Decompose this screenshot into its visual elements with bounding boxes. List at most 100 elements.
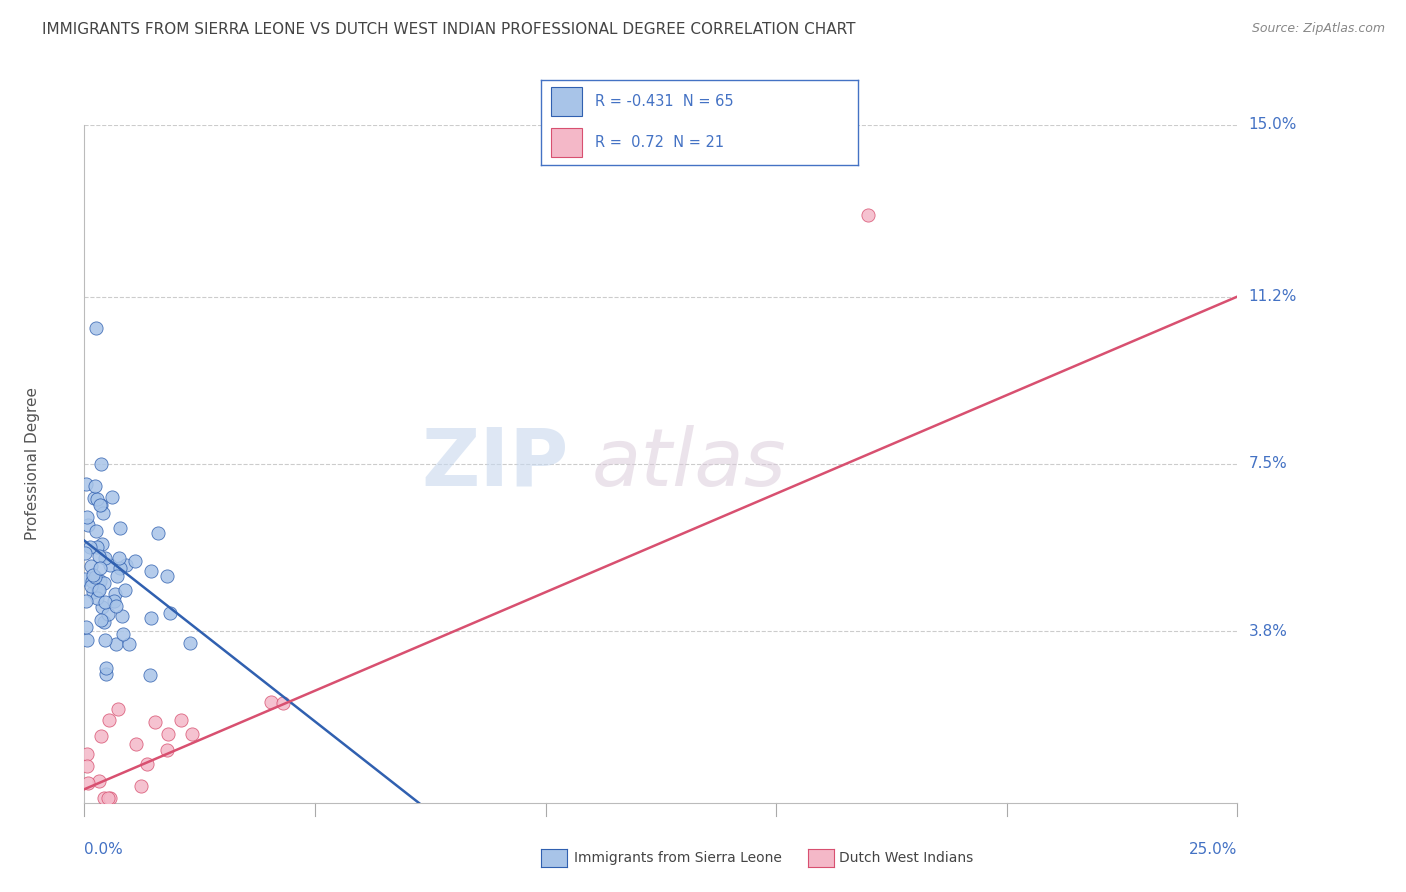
Point: [118, 637, 141, 651]
Point: [75, 572, 97, 586]
Point: [273, 696, 295, 710]
Point: [75, 546, 97, 560]
Point: [76, 509, 98, 524]
Point: [90, 613, 112, 627]
Point: [97, 713, 120, 727]
Point: [104, 587, 127, 601]
Point: [82, 568, 104, 582]
Text: 3.8%: 3.8%: [1249, 624, 1288, 639]
Point: [87, 549, 110, 564]
Point: [103, 594, 125, 608]
Point: [94, 633, 117, 648]
Point: [89, 498, 111, 512]
Point: [80, 574, 103, 589]
Text: 0.0%: 0.0%: [84, 842, 124, 856]
Point: [124, 554, 146, 568]
Point: [75, 477, 97, 491]
Point: [89, 774, 111, 789]
Point: [139, 668, 162, 682]
Point: [90, 599, 112, 614]
Text: ZIP: ZIP: [422, 425, 568, 503]
Point: [104, 637, 127, 651]
Text: 25.0%: 25.0%: [1189, 842, 1237, 856]
Text: 15.0%: 15.0%: [1249, 118, 1296, 132]
Point: [76, 759, 98, 773]
Point: [181, 726, 204, 740]
Point: [139, 610, 162, 624]
Point: [156, 727, 179, 741]
Text: R =  0.72  N = 21: R = 0.72 N = 21: [595, 135, 724, 150]
Point: [159, 606, 181, 620]
Point: [97, 791, 120, 805]
Point: [89, 574, 111, 588]
Bar: [551, 128, 582, 157]
Text: Professional Degree: Professional Degree: [25, 387, 39, 541]
Point: [114, 583, 136, 598]
Point: [107, 702, 129, 716]
Point: [169, 713, 191, 727]
Point: [86, 491, 108, 506]
Point: [91, 537, 114, 551]
Text: Dutch West Indians: Dutch West Indians: [839, 851, 973, 865]
Point: [107, 551, 129, 566]
Point: [108, 561, 131, 575]
Point: [156, 743, 179, 757]
Point: [139, 564, 162, 578]
Point: [90, 729, 112, 743]
Text: 11.2%: 11.2%: [1249, 289, 1296, 304]
Point: [93, 615, 115, 630]
Point: [111, 627, 134, 641]
Text: Immigrants from Sierra Leone: Immigrants from Sierra Leone: [574, 851, 782, 865]
Text: atlas: atlas: [592, 425, 786, 503]
Point: [136, 757, 159, 772]
Point: [105, 569, 128, 583]
Point: [101, 491, 124, 505]
Point: [77, 518, 100, 533]
Text: 7.5%: 7.5%: [1249, 457, 1286, 471]
Point: [156, 569, 179, 583]
Point: [93, 791, 115, 805]
Point: [89, 561, 111, 575]
Point: [86, 582, 108, 597]
Point: [76, 633, 98, 648]
Point: [83, 570, 105, 584]
Point: [148, 526, 170, 541]
Point: [82, 584, 104, 599]
Point: [90, 458, 112, 472]
Point: [94, 667, 117, 681]
Point: [143, 714, 166, 729]
Point: [75, 594, 97, 608]
Point: [84, 321, 107, 335]
Point: [91, 507, 114, 521]
Point: [89, 583, 111, 598]
Text: Source: ZipAtlas.com: Source: ZipAtlas.com: [1251, 22, 1385, 36]
Point: [80, 579, 103, 593]
Point: [76, 776, 98, 790]
Point: [94, 551, 117, 566]
Point: [97, 607, 120, 621]
Point: [90, 498, 112, 512]
Point: [260, 695, 283, 709]
Text: IMMIGRANTS FROM SIERRA LEONE VS DUTCH WEST INDIAN PROFESSIONAL DEGREE CORRELATIO: IMMIGRANTS FROM SIERRA LEONE VS DUTCH WE…: [42, 22, 856, 37]
Point: [96, 661, 118, 675]
Point: [111, 609, 134, 624]
Point: [79, 540, 101, 554]
Point: [75, 620, 97, 634]
Point: [125, 738, 148, 752]
Point: [115, 558, 138, 573]
Text: R = -0.431  N = 65: R = -0.431 N = 65: [595, 94, 734, 109]
Point: [105, 599, 128, 614]
Point: [129, 779, 152, 793]
Point: [83, 491, 105, 506]
Point: [83, 479, 105, 493]
Point: [76, 747, 98, 761]
Point: [98, 558, 121, 572]
Point: [86, 591, 108, 606]
Point: [179, 636, 201, 650]
Point: [86, 541, 108, 555]
Bar: [551, 87, 582, 116]
Point: [80, 558, 103, 573]
Point: [93, 576, 115, 591]
Point: [98, 791, 121, 805]
Point: [858, 208, 880, 222]
